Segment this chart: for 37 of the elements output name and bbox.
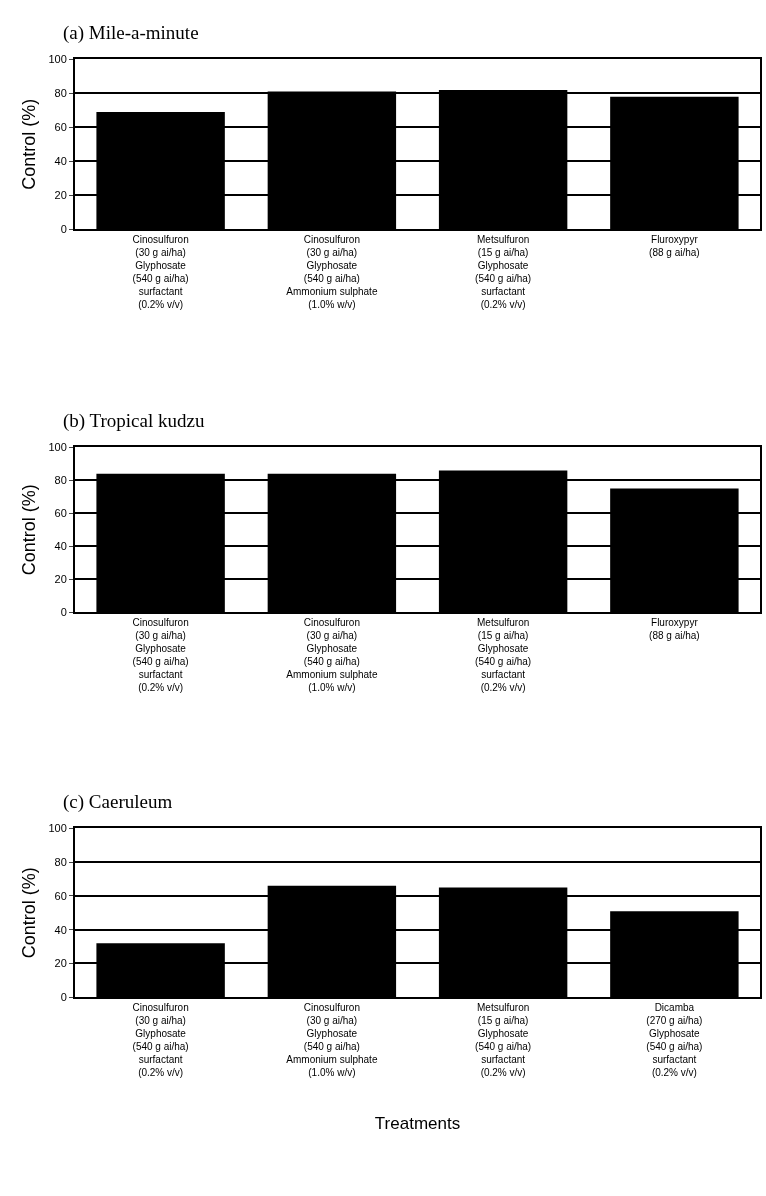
x-tick-label: Metsulfuron (15 g ai/ha) Glyphosate (540 g ai/ha) surfactant (0.2% v/v) xyxy=(475,617,532,694)
y-tick-label: 80 xyxy=(54,87,67,100)
y-tick-label: 80 xyxy=(54,474,67,487)
y-tick-label: 80 xyxy=(54,856,67,869)
chart-title: (c) Caeruleum xyxy=(63,791,173,813)
x-tick-label: Cinosulfuron (30 g ai/ha) Glyphosate (540 g ai/ha) surfactant (0.2% v/v) xyxy=(132,234,189,311)
y-tick-label: 20 xyxy=(54,573,67,586)
y-axis-title: Control (%) xyxy=(19,98,40,190)
y-tick-label: 0 xyxy=(60,606,67,619)
y-tick-label: 100 xyxy=(48,441,67,454)
x-tick-label: Fluroxypyr (88 g ai/ha) xyxy=(649,617,700,642)
chart-title: (b) Tropical kudzu xyxy=(63,410,205,432)
y-axis-title: Control (%) xyxy=(19,867,40,959)
y-tick-label: 100 xyxy=(48,53,67,66)
x-tick-label: Cinosulfuron (30 g ai/ha) Glyphosate (540 g ai/ha) Ammonium sulphate (1.0% w/v) xyxy=(286,234,378,311)
y-tick-label: 60 xyxy=(54,121,67,134)
y-tick-label: 20 xyxy=(54,188,67,201)
x-tick-label: Metsulfuron (15 g ai/ha) Glyphosate (540 g ai/ha) surfactant (0.2% v/v) xyxy=(475,234,532,311)
x-tick-label: Cinosulfuron (30 g ai/ha) Glyphosate (540 g ai/ha) surfactant (0.2% v/v) xyxy=(132,1002,189,1079)
y-tick-label: 0 xyxy=(60,991,67,1004)
y-tick-label: 60 xyxy=(54,889,67,902)
x-tick-label: Cinosulfuron (30 g ai/ha) Glyphosate (540 g ai/ha) Ammonium sulphate (1.0% w/v) xyxy=(286,1002,378,1079)
y-tick-label: 0 xyxy=(60,222,67,235)
x-tick-label: Cinosulfuron (30 g ai/ha) Glyphosate (540 g ai/ha) Ammonium sulphate (1.0% w/v) xyxy=(286,617,378,694)
x-tick-label: Metsulfuron (15 g ai/ha) Glyphosate (540 g ai/ha) surfactant (0.2% v/v) xyxy=(475,1002,532,1079)
y-tick-label: 40 xyxy=(54,540,67,553)
y-tick-label: 20 xyxy=(54,957,67,970)
x-axis-title: Treatments xyxy=(374,1114,461,1134)
y-tick-label: 40 xyxy=(54,155,67,168)
y-tick-label: 100 xyxy=(48,822,67,835)
y-axis-title: Control (%) xyxy=(19,484,40,576)
chart-title: (a) Mile-a-minute xyxy=(63,22,199,44)
y-tick-label: 60 xyxy=(54,507,67,520)
y-tick-label: 40 xyxy=(54,923,67,936)
x-tick-label: Dicamba (270 g ai/ha) Glyphosate (540 g ai/ha) surfactant (0.2% v/v) xyxy=(646,1002,703,1079)
x-tick-label: Cinosulfuron (30 g ai/ha) Glyphosate (540 g ai/ha) surfactant (0.2% v/v) xyxy=(132,617,189,694)
x-tick-label: Fluroxypyr (88 g ai/ha) xyxy=(649,234,700,259)
